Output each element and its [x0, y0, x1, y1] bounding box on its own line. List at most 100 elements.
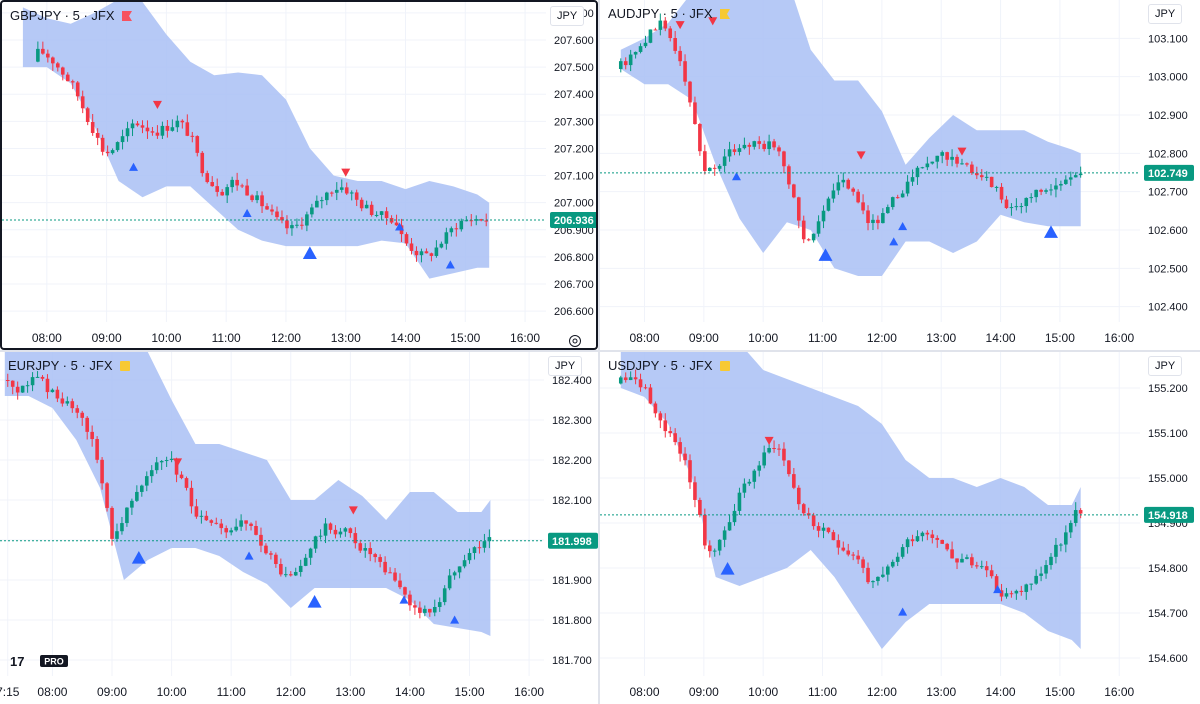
- time-axis-label: 16:00: [1104, 331, 1134, 345]
- currency-unit-button[interactable]: JPY: [550, 6, 585, 26]
- candle-body: [1049, 556, 1053, 566]
- candle-body: [51, 57, 55, 64]
- candle: [180, 119, 185, 129]
- price-axis[interactable]: 182.400182.300182.200182.100182.000181.9…: [552, 375, 592, 667]
- currency-unit-button[interactable]: JPY: [1148, 4, 1183, 24]
- candle-body: [295, 224, 299, 226]
- plot-area[interactable]: 182.400182.300182.200182.100182.000181.9…: [0, 352, 598, 704]
- candle: [110, 506, 114, 546]
- currency-unit-button[interactable]: JPY: [548, 356, 583, 376]
- candle-body: [900, 547, 905, 557]
- candle-body: [174, 458, 179, 475]
- candle: [633, 51, 638, 59]
- candle-body: [328, 523, 333, 530]
- symbol-label[interactable]: AUDJPY · 5 · JFX: [608, 6, 713, 21]
- candle-body: [955, 156, 959, 164]
- candle: [270, 204, 274, 216]
- candle: [905, 175, 910, 197]
- flag-icon[interactable]: [121, 10, 133, 22]
- time-axis-label: 16:00: [514, 685, 544, 699]
- pane-divider-vertical[interactable]: [598, 0, 600, 704]
- candle: [149, 465, 154, 483]
- candle: [329, 191, 334, 197]
- chart-pane-audjpy[interactable]: AUDJPY · 5 · JFX JPY 103.100 103.000 102.9…: [600, 0, 1200, 350]
- candle: [895, 552, 900, 567]
- chart-pane-usdjpy[interactable]: USDJPY · 5 · JFX JPY 155.200 155.100 155.0…: [600, 352, 1200, 704]
- candle: [40, 375, 45, 382]
- time-axis[interactable]: 08:00 09:00 10:00 11:00 12:00 13:00 14:00 15:00…: [629, 685, 1134, 699]
- candle: [209, 519, 214, 526]
- candle: [250, 194, 254, 203]
- candle: [199, 510, 204, 524]
- candle-body: [25, 385, 30, 387]
- flag-icon[interactable]: [719, 8, 731, 20]
- flag-icon[interactable]: [719, 360, 731, 372]
- candle-body: [170, 127, 175, 131]
- candle: [343, 527, 348, 537]
- candle: [955, 558, 959, 570]
- symbol-label[interactable]: GBPJPY · 5 · JFX: [10, 8, 115, 23]
- buy-signal-marker: [242, 208, 252, 217]
- symbol-title[interactable]: USDJPY · 5 · JFX: [608, 358, 731, 373]
- symbol-title[interactable]: AUDJPY · 5 · JFX: [608, 6, 731, 21]
- candle: [467, 548, 472, 564]
- candle-body: [886, 566, 890, 575]
- plot-area[interactable]: 103.100 103.000 102.900 102.800 102.700 102.6…: [600, 0, 1200, 350]
- candle: [1029, 583, 1034, 591]
- candle-body: [663, 420, 668, 432]
- candle: [60, 392, 65, 407]
- candle-body: [876, 219, 880, 224]
- symbol-label[interactable]: EURJPY · 5 · JFX: [8, 358, 113, 373]
- tradingview-logo[interactable]: 17 PRO: [10, 654, 70, 673]
- candle: [413, 600, 417, 615]
- symbol-title[interactable]: EURJPY · 5 · JFX: [8, 358, 131, 373]
- flag-icon[interactable]: [119, 360, 131, 372]
- candle-body: [1009, 593, 1014, 595]
- symbol-label[interactable]: USDJPY · 5 · JFX: [608, 358, 713, 373]
- candle-body: [75, 82, 80, 97]
- candle: [881, 566, 885, 578]
- candle: [10, 380, 15, 395]
- chart-pane-gbpjpy[interactable]: GBPJPY · 5 · JFX JPY 207.700207.600207.5…: [0, 0, 598, 350]
- currency-unit-label: JPY: [1155, 8, 1176, 20]
- candle-body: [925, 532, 930, 535]
- symbol-title[interactable]: GBPJPY · 5 · JFX: [10, 8, 133, 23]
- plot-area[interactable]: 207.700207.600207.500207.400207.300207.2…: [2, 2, 598, 350]
- price-axis[interactable]: 207.700207.600207.500207.400207.300207.2…: [554, 8, 594, 318]
- candle-body: [945, 543, 949, 550]
- currency-unit-label: JPY: [555, 360, 576, 372]
- candle: [925, 530, 930, 541]
- candle-body: [881, 213, 885, 224]
- candle-body: [989, 570, 994, 577]
- time-axis[interactable]: 08:00 09:00 10:00 11:00 12:00 13:00 14:00 15:00…: [629, 331, 1134, 345]
- time-axis-label: 16:00: [510, 331, 540, 345]
- price-axis[interactable]: 155.200155.100155.000154.900154.800154.7…: [1148, 383, 1188, 665]
- candle: [762, 140, 766, 152]
- candle-body: [315, 200, 319, 208]
- candle: [165, 119, 170, 138]
- candle-body: [439, 243, 444, 248]
- price-axis[interactable]: 103.100 103.000 102.900 102.800 102.700 102.6…: [1148, 33, 1188, 313]
- candle-body: [349, 192, 354, 194]
- buy-signal-marker: [818, 248, 833, 261]
- candle: [658, 411, 663, 429]
- candle: [915, 530, 920, 542]
- candle-body: [628, 54, 633, 66]
- candle-body: [698, 124, 702, 152]
- candle: [239, 514, 243, 531]
- settings-gear-icon[interactable]: [568, 334, 582, 348]
- pane-divider-horizontal[interactable]: [0, 350, 1200, 352]
- candle-body: [861, 559, 865, 568]
- time-axis-label: 15:00: [455, 685, 485, 699]
- candle-body: [320, 200, 324, 202]
- chart-pane-eurjpy[interactable]: EURJPY · 5 · JFX JPY 182.400 182.300 182.2…: [0, 352, 598, 704]
- currency-unit-button[interactable]: JPY: [1148, 356, 1183, 376]
- plot-area[interactable]: 155.200155.100155.000154.900154.800154.7…: [600, 352, 1200, 704]
- candles: [618, 369, 1083, 602]
- time-axis[interactable]: 08:00 09:00 10:00 11:00 12:00 13:00 14:00 15:00…: [32, 331, 541, 345]
- candle-body: [979, 566, 984, 568]
- candle: [474, 215, 479, 226]
- time-axis[interactable]: 7:15 08:00 09:00 10:00 11:00 12:00 13:00 14:00 1…: [0, 685, 544, 699]
- candle-body: [693, 482, 697, 500]
- candle: [334, 182, 339, 201]
